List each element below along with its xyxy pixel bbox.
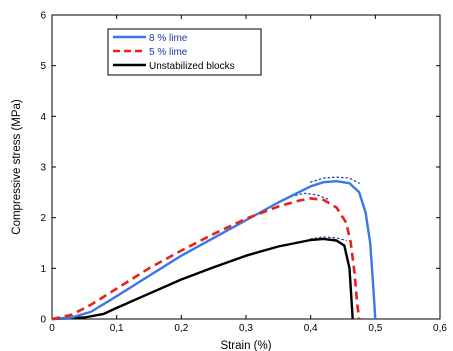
x-tick-label: 0,2 — [174, 323, 188, 334]
x-tick-label: 0,3 — [239, 323, 253, 334]
series-line-8-lime — [51, 179, 377, 321]
y-tick-label: 6 — [40, 11, 46, 22]
legend-label-unstabilized: Unstabilized blocks — [149, 61, 235, 72]
series-line-5-lime — [51, 197, 361, 321]
series-line-unstabilized-blocks — [51, 237, 354, 321]
legend-label-8-lime: 8 % lime — [149, 33, 188, 44]
y-tick-label: 2 — [40, 213, 46, 224]
x-tick-label: 0 — [49, 323, 55, 334]
legend-label-5-lime: 5 % lime — [149, 47, 188, 58]
fit-curve-0 — [310, 176, 360, 184]
y-tick-label: 4 — [40, 112, 46, 123]
y-tick-label: 3 — [40, 163, 46, 174]
ticks-layer: 0 0,1 0,2 0,3 0,4 0,5 0,6 0 1 2 3 4 5 6 — [40, 11, 447, 335]
y-tick-label: 1 — [40, 264, 46, 275]
legend: 8 % lime 5 % lime Unstabilized blocks — [107, 28, 262, 76]
x-tick-label: 0,4 — [304, 323, 318, 334]
series-layer — [51, 176, 377, 321]
x-tick-label: 0,5 — [368, 323, 382, 334]
x-axis-label: Strain (%) — [220, 340, 271, 351]
x-tick-label: 0,6 — [433, 323, 447, 334]
fit-curve-2 — [310, 236, 347, 242]
fit-curve-1 — [290, 192, 331, 201]
x-tick-label: 0,1 — [110, 323, 124, 334]
y-tick-label: 0 — [40, 315, 46, 326]
y-axis-label: Compressive stress (MPa) — [11, 99, 23, 235]
y-tick-label: 5 — [40, 61, 46, 72]
